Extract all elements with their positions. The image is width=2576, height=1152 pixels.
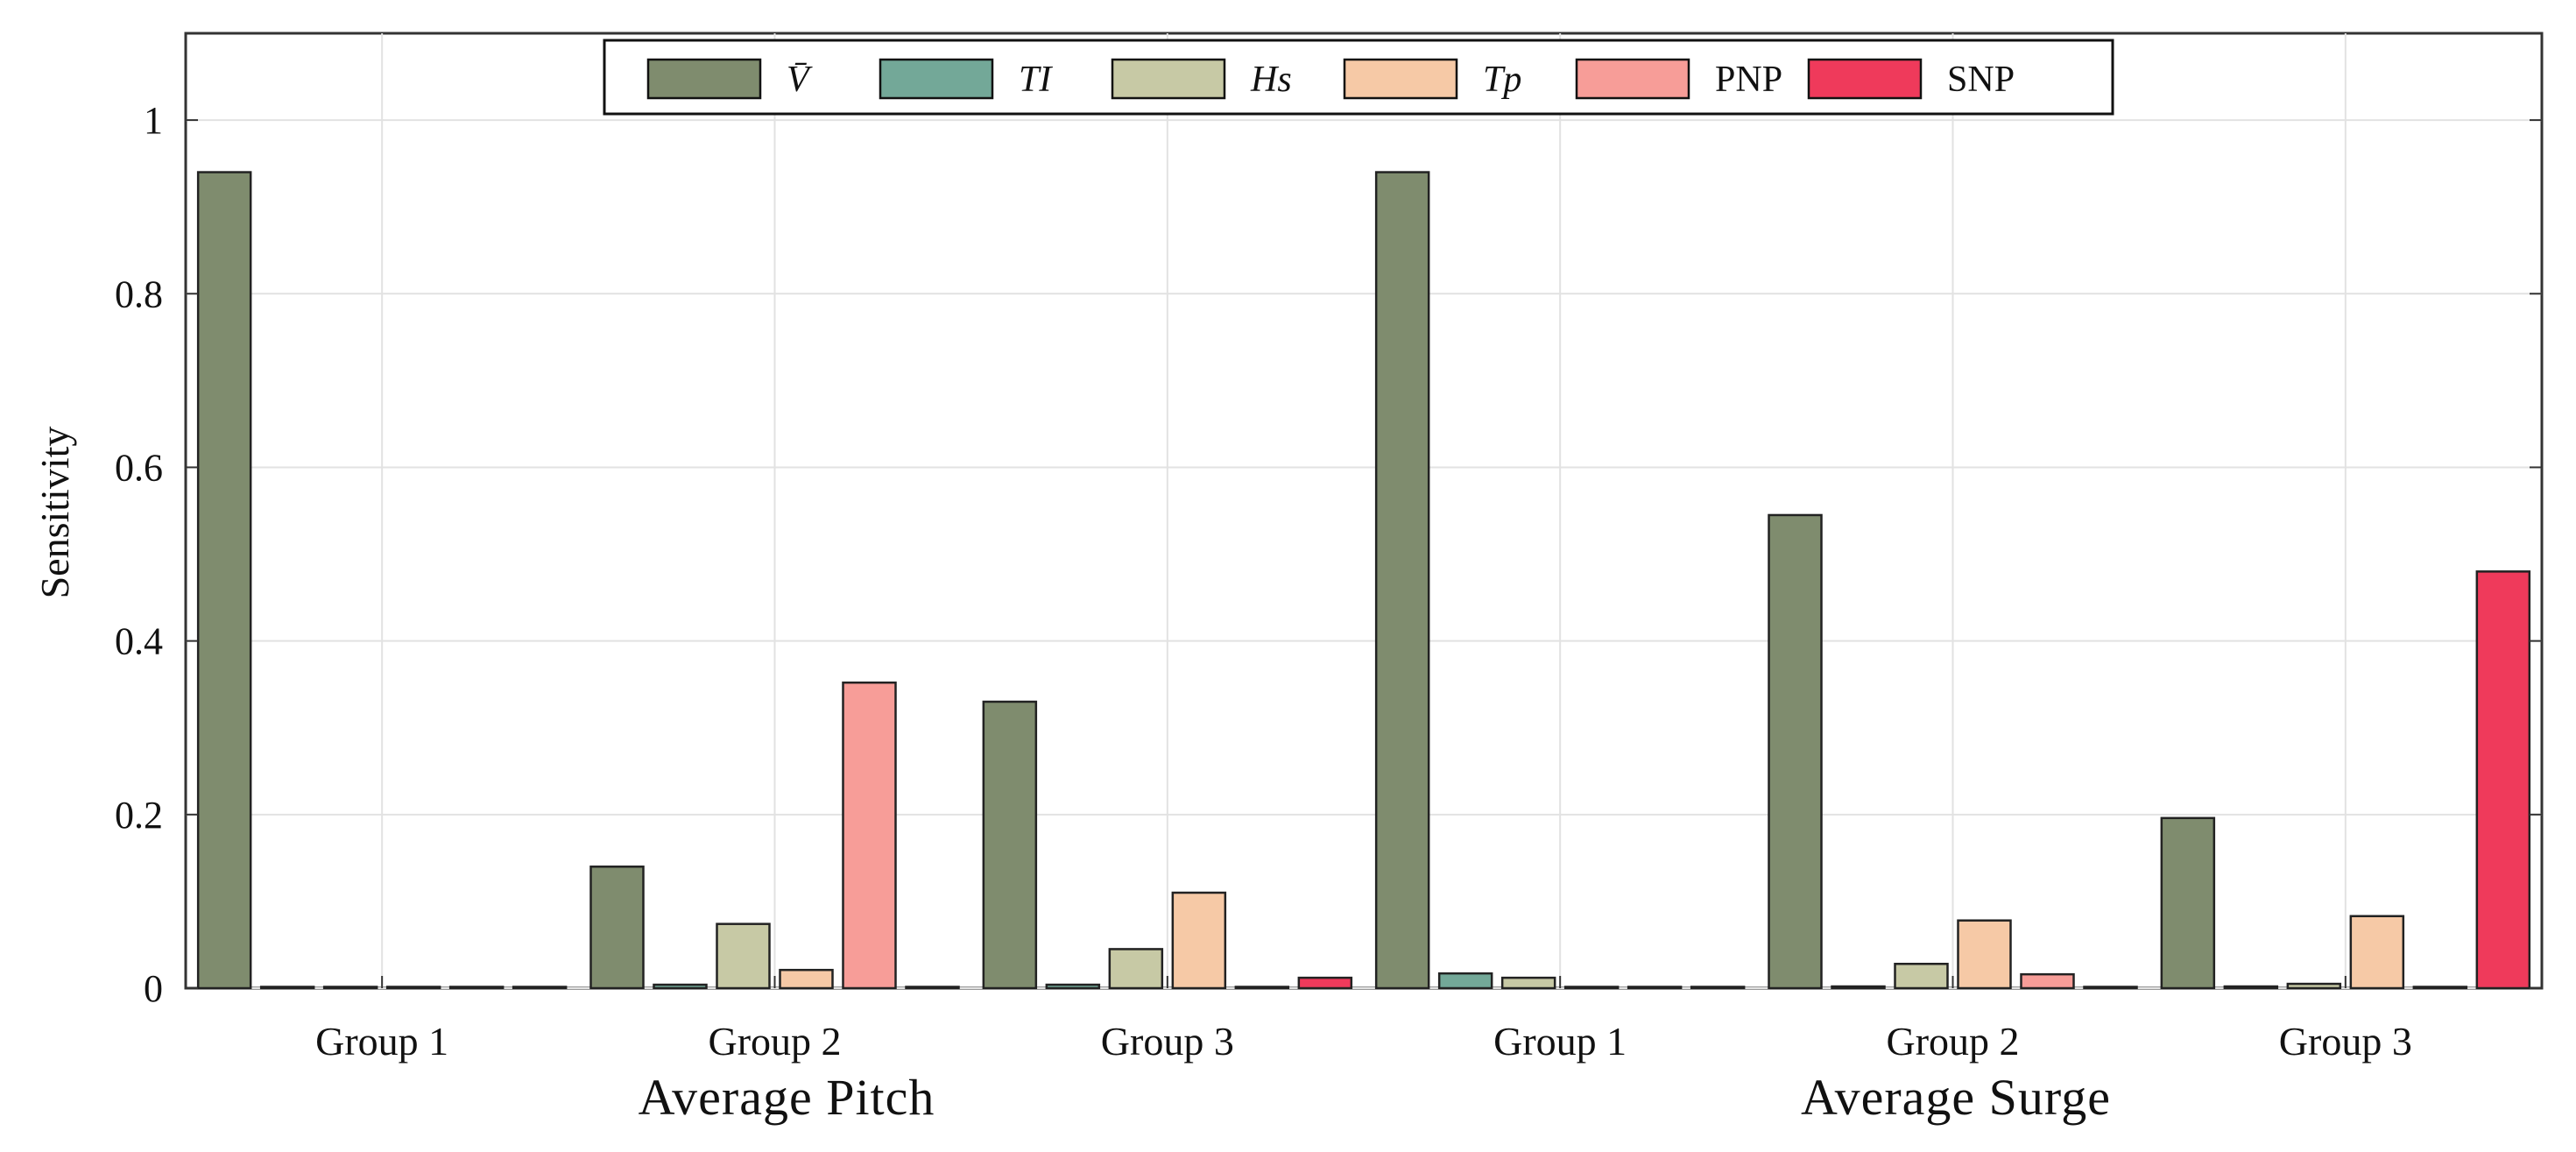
bar-ti-1 bbox=[259, 986, 315, 990]
bar-snp-2 bbox=[905, 986, 960, 990]
group-label-average-surge: Average Surge bbox=[1801, 1069, 2111, 1126]
grid bbox=[186, 33, 2542, 989]
bar-hs-3 bbox=[1108, 948, 1164, 990]
bar-tp-1 bbox=[385, 986, 441, 990]
legend-swatch bbox=[1111, 58, 1226, 100]
x-tick-label: Group 2 bbox=[1886, 1019, 2019, 1064]
bar-hs-4 bbox=[1500, 976, 1556, 990]
bar-pnp-5 bbox=[2020, 972, 2075, 990]
y-tick-label: 0.8 bbox=[115, 272, 163, 315]
bar-ti-4 bbox=[1437, 972, 1493, 990]
bar-snp-5 bbox=[2083, 986, 2138, 990]
legend-label: TI bbox=[1019, 60, 1053, 100]
x-tick-label: Group 1 bbox=[1493, 1019, 1627, 1064]
x-tick-label: Group 3 bbox=[2279, 1019, 2412, 1064]
bar-snp-3 bbox=[1297, 976, 1353, 990]
bar-hs-1 bbox=[322, 986, 378, 990]
legend-swatch bbox=[1343, 58, 1458, 100]
bar-snp-1 bbox=[512, 986, 568, 990]
bar-snp-4 bbox=[1690, 986, 1746, 990]
legend-swatch bbox=[1807, 58, 1923, 100]
y-tick-label: 0.2 bbox=[115, 794, 163, 837]
bar-hs-6 bbox=[2286, 982, 2342, 990]
plot-area bbox=[184, 32, 2544, 990]
bar-v-2 bbox=[589, 866, 645, 990]
y-tick-label: 0.4 bbox=[115, 620, 163, 663]
bar-v-6 bbox=[2160, 816, 2216, 990]
bar-pnp-4 bbox=[1627, 986, 1683, 990]
bar-v-4 bbox=[1374, 171, 1430, 990]
group-label-average-pitch: Average Pitch bbox=[639, 1069, 935, 1126]
x-tick-label: Group 3 bbox=[1101, 1019, 1234, 1064]
bar-ti-3 bbox=[1045, 983, 1101, 990]
bar-snp-6 bbox=[2475, 570, 2531, 990]
bar-tp-3 bbox=[1171, 891, 1227, 990]
x-tick-label: Group 1 bbox=[315, 1019, 448, 1064]
y-axis-title: Sensitivity bbox=[32, 427, 77, 599]
legend-swatch bbox=[646, 58, 762, 100]
x-axis: Group 1 Group 2 Group 3 Group 1 Group 2 Group… bbox=[315, 976, 2412, 1064]
bar-ti-5 bbox=[1831, 985, 1886, 990]
y-tick-label: 0.6 bbox=[115, 446, 163, 489]
bar-tp-2 bbox=[779, 968, 834, 990]
bar-hs-5 bbox=[1894, 963, 1949, 990]
bar-ti-6 bbox=[2223, 985, 2279, 990]
y-axis: 0 0.2 0.4 0.6 0.8 1 bbox=[115, 99, 2542, 1010]
bar-v-3 bbox=[982, 700, 1038, 990]
legend-label: Hs bbox=[1250, 60, 1292, 100]
bar-pnp-1 bbox=[448, 986, 505, 990]
bar-hs-2 bbox=[716, 922, 771, 990]
legend-label: V̄ bbox=[787, 60, 813, 100]
bar-pnp-2 bbox=[842, 681, 897, 990]
bar-v-5 bbox=[1768, 513, 1823, 990]
legend-label: SNP bbox=[1947, 60, 2015, 100]
bar-tp-5 bbox=[1957, 919, 2012, 990]
bar-tp-6 bbox=[2349, 915, 2405, 990]
bar-v-1 bbox=[196, 171, 252, 990]
y-tick-label: 0 bbox=[144, 967, 163, 1010]
y-tick-label: 1 bbox=[144, 99, 163, 142]
legend: V̄ TI Hs Tp PNP SNP bbox=[603, 39, 2114, 116]
x-tick-label: Group 2 bbox=[708, 1019, 841, 1064]
bar-pnp-6 bbox=[2412, 986, 2468, 990]
bar-tp-4 bbox=[1563, 986, 1620, 990]
legend-label: Tp bbox=[1483, 60, 1521, 100]
bar-pnp-3 bbox=[1234, 986, 1290, 990]
legend-label: PNP bbox=[1715, 60, 1782, 100]
legend-swatch bbox=[1575, 58, 1690, 100]
legend-swatch bbox=[879, 58, 994, 100]
bar-ti-2 bbox=[653, 983, 708, 990]
bars bbox=[196, 171, 2531, 990]
